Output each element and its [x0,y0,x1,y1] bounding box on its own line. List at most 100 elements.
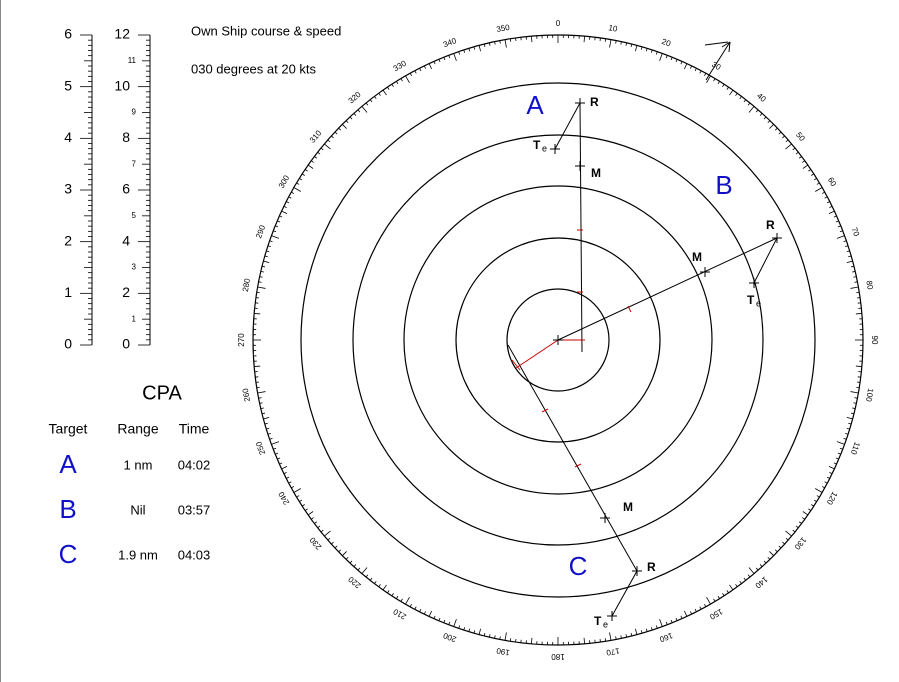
compass-tick [625,42,627,46]
scale-label: 10 [114,77,130,93]
compass-tick [846,250,850,253]
compass-tick [334,545,338,549]
compass-tick [846,427,850,430]
compass-tick [409,603,412,607]
cpa-range: Nil [130,502,145,517]
compass-tick [414,606,417,610]
compass-tick [792,147,796,151]
compass-tick [349,116,353,120]
scale-minor-label: 3 [132,263,137,272]
compass-tick [264,255,268,258]
compass-tick [699,606,702,610]
plot-lines [507,41,778,617]
compass-label: 90 [870,336,879,345]
compass-tick [729,584,734,591]
compass-tick [609,39,612,48]
compass-tick [304,169,308,172]
compass-tick [531,637,533,644]
compass-tick [324,143,331,150]
scale-label: 6 [122,181,130,197]
compass-tick [353,113,357,116]
compass-tick [400,598,403,602]
compass-tick [630,43,633,48]
target-label: B [715,170,732,200]
compass-tick [260,407,264,409]
compass-tick [314,156,318,159]
compass-tick [433,615,436,619]
compass-tick [722,593,725,597]
compass-tick [795,525,799,529]
compass-label: 290 [254,223,267,239]
compass-tick [473,630,476,634]
cpa-range: 1.9 nm [118,547,158,562]
compass-tick [264,422,268,425]
compass-tick [438,617,441,621]
compass-tick [811,173,815,176]
compass-tick [650,49,653,53]
compass-tick [747,574,751,578]
compass-tick [320,529,324,533]
compass-label: 60 [826,176,839,189]
compass-tick [717,81,720,85]
compass-label: 270 [237,333,246,347]
compass-tick [531,36,533,43]
compass-tick [334,131,338,135]
scale-minor-label: 9 [132,108,137,117]
cpa-target: C [59,539,78,569]
compass-tick [835,220,839,223]
compass-tick [769,124,774,129]
compass-tick [499,636,501,640]
scale-minor-label: 11 [128,56,137,65]
compass-tick [785,530,792,537]
compass-tick [722,83,725,87]
compass-tick [826,476,830,479]
compass-label: 40 [755,91,768,104]
compass-tick [483,632,486,637]
marker-m: M [623,500,633,514]
compass-tick [850,412,855,415]
compass-tick [774,549,778,553]
compass-tick [836,441,845,445]
compass-tick [785,139,789,143]
compass-tick [824,481,828,484]
compass-tick [288,196,292,199]
compass-tick [320,147,324,151]
compass-label: 130 [792,535,808,551]
compass-tick [848,255,852,258]
compass-label: 140 [753,575,769,591]
compass-tick [327,139,331,143]
compass-tick [365,102,369,106]
compass-tick [845,432,849,435]
compass-tick [655,51,658,55]
scale-label: 0 [64,336,72,352]
compass-tick [369,577,373,581]
compass-tick [815,187,823,192]
compass-tick [489,42,491,46]
compass-tick [694,68,697,72]
compass-tick [706,597,711,605]
compass-tick [680,615,683,619]
compass-tick [853,402,857,404]
compass-tick [828,466,835,470]
compass-tick [405,597,410,605]
compass-tick [739,580,742,584]
compass-tick [645,628,648,632]
compass-tick [443,57,446,61]
compass-tick [743,577,747,581]
compass-tick [396,595,399,599]
compass-tick [802,511,809,516]
compass-tick [279,462,283,465]
compass-tick [458,625,461,629]
compass-tick [690,611,693,615]
compass-tick [293,187,301,192]
compass-label: 150 [708,607,725,622]
compass-tick [713,598,716,602]
compass-tick [271,441,280,445]
compass-tick [283,472,287,475]
marker-m: M [692,250,702,264]
scale-label: 0 [122,336,130,352]
compass-tick [802,517,805,520]
compass-tick [301,504,305,507]
compass-tick [659,53,663,62]
compass-tick [774,127,778,131]
